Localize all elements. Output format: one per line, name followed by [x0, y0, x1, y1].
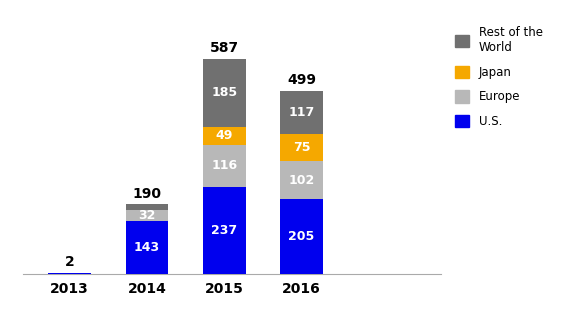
Bar: [126, 210, 168, 221]
Bar: [280, 199, 323, 274]
Bar: [280, 134, 323, 161]
Text: 237: 237: [211, 224, 237, 237]
Bar: [280, 91, 323, 134]
Bar: [126, 221, 168, 274]
Bar: [203, 145, 245, 187]
Bar: [203, 187, 245, 274]
Text: 116: 116: [211, 159, 237, 172]
Text: 587: 587: [210, 41, 239, 55]
Text: 499: 499: [287, 73, 316, 87]
Legend: Rest of the
World, Japan, Europe, U.S.: Rest of the World, Japan, Europe, U.S.: [455, 26, 543, 128]
Bar: [280, 161, 323, 199]
Text: 102: 102: [288, 174, 315, 187]
Text: 185: 185: [211, 86, 237, 99]
Text: 49: 49: [216, 129, 233, 142]
Text: 75: 75: [293, 141, 310, 154]
Text: 205: 205: [288, 230, 315, 243]
Text: 32: 32: [138, 209, 155, 222]
Text: 2: 2: [65, 255, 74, 269]
Bar: [126, 204, 168, 210]
Bar: [48, 273, 91, 274]
Text: 190: 190: [132, 187, 161, 201]
Bar: [203, 59, 245, 127]
Text: 117: 117: [288, 106, 315, 119]
Bar: [203, 127, 245, 145]
Text: 143: 143: [134, 241, 160, 254]
